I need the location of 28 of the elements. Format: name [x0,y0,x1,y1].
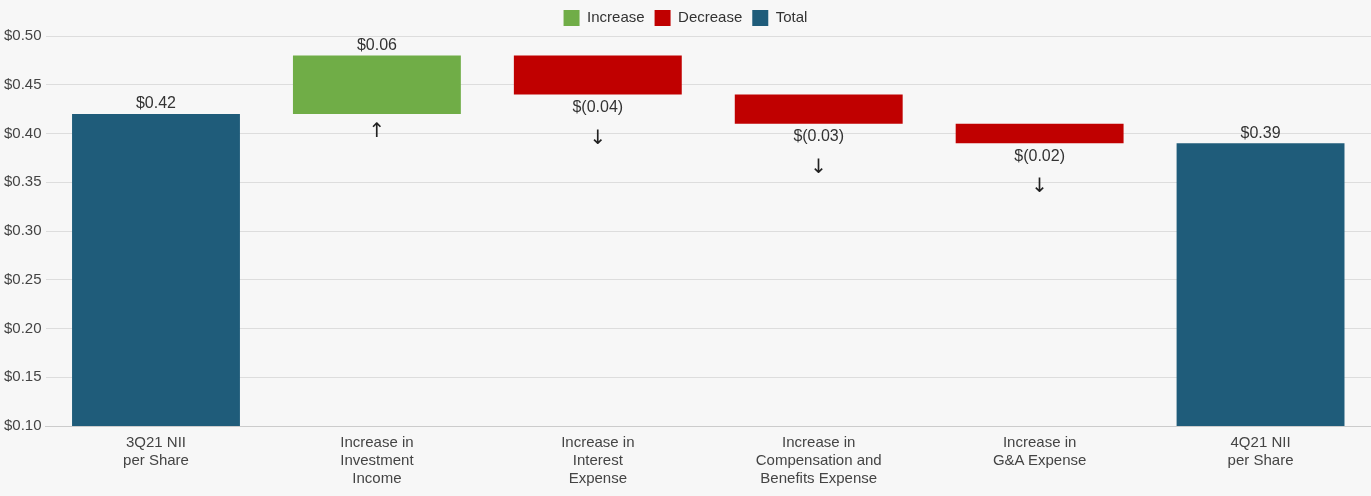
y-tick-label: $0.45 [3,74,42,92]
legend-label: Total [775,8,808,26]
y-tick-label: $0.40 [3,123,42,141]
text: $(0.03) [793,127,845,145]
y-tick-label: $0.15 [3,367,42,385]
legend-label: Decrease [678,8,743,26]
annotation: ↓ [589,124,607,149]
y-tick-label: $0.20 [3,318,42,336]
x-tick-label: 3Q21 NII per Share [123,433,189,469]
annotation: ↑ [368,118,386,143]
y-tick-label: $0.25 [3,269,42,287]
legend-label: Increase [587,8,645,26]
y-tick-label: $0.50 [3,26,42,44]
y-tick-label: $0.35 [3,172,42,190]
annotation: ↓ [1031,173,1049,198]
y-tick-label: $0.10 [3,416,42,434]
y-tick-label: $0.30 [3,221,42,239]
x-tick-label: Increase in Interest Expense [561,433,635,487]
text: $0.39 [1240,123,1281,141]
x-tick-label: Increase in Investment Income [340,433,415,487]
x-tick-label: Increase in Compensation and Benefits Expense [755,433,882,487]
text: $(0.04) [572,97,624,115]
annotation: ↓ [810,153,828,178]
text: $0.06 [356,35,397,53]
text: $(0.02) [1014,146,1065,164]
text: $0.42 [135,94,177,112]
x-tick-label: Increase in G&A Expense [992,433,1087,469]
x-tick-label: 4Q21 NII per Share [1227,433,1294,469]
